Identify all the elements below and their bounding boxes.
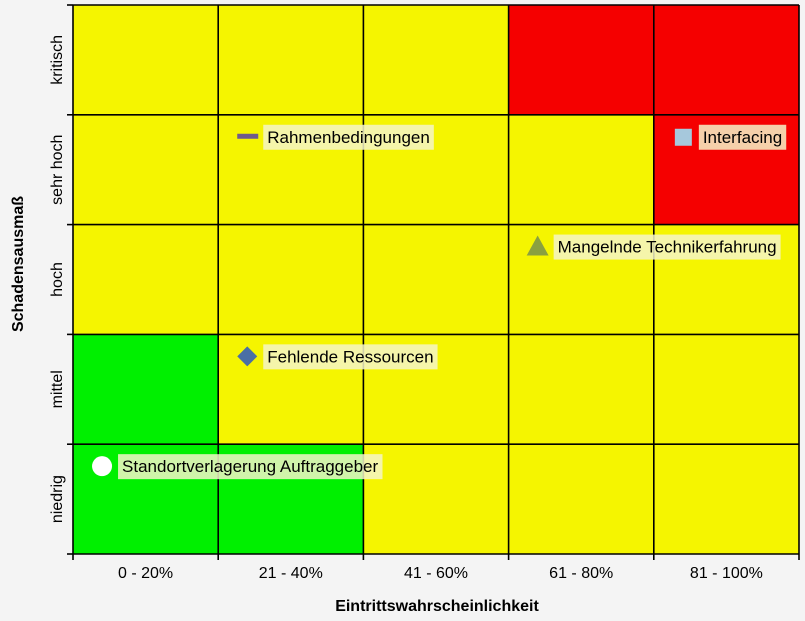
risk-label: Fehlende Ressourcen [267,347,433,366]
risk-label-background [698,124,787,150]
cell-1-0 [73,334,219,445]
cell-0-4 [653,444,799,554]
risk-label: Rahmenbedingungen [267,128,430,147]
y-tick-labels: niedrig mittel hoch sehr hoch kritisch [49,35,66,523]
cell-1-4 [653,334,799,445]
risk-item: Mangelnde Technikerfahrung [526,234,781,260]
y-axis-label: Schadensausmaß [10,196,27,332]
risk-marker-square [674,128,692,146]
x-tick-label: 81 - 100% [690,565,763,582]
risk-label: Interfacing [703,128,782,147]
cell-2-1 [218,224,364,335]
risk-item: Interfacing [674,124,787,150]
risk-label-background [118,454,383,480]
x-tick-label: 41 - 60% [404,565,468,582]
risk-marker-dash [237,133,259,139]
x-tick-label: 0 - 20% [118,565,173,582]
cell-3-3 [508,114,654,225]
cell-4-0 [73,5,219,115]
risk-item: Standortverlagerung Auftraggeber [92,454,383,480]
x-tick-label: 21 - 40% [259,565,323,582]
cell-2-2 [363,224,509,335]
risk-markers: Rahmenbedingungen Interfacing Mangelnde Te… [92,124,787,480]
risk-label: Standortverlagerung Auftraggeber [122,457,378,476]
cell-4-3 [508,5,654,115]
risk-item: Fehlende Ressourcen [237,344,438,370]
x-tick-label: 61 - 80% [549,565,613,582]
risk-label-background [553,234,781,260]
y-tick-label: hoch [49,262,66,297]
y-tick-label: niedrig [49,475,66,523]
risk-marker-circle [92,456,113,477]
cell-4-1 [218,5,364,115]
risk-item: Rahmenbedingungen [237,124,434,150]
x-tick-labels: 0 - 20% 21 - 40% 41 - 60% 61 - 80% 81 - 100% [118,565,763,582]
risk-marker-triangle [526,235,549,256]
cell-1-3 [508,334,654,445]
cell-0-3 [508,444,654,554]
axis-ticks [67,4,800,560]
cell-2-0 [73,224,219,335]
cell-4-2 [363,5,509,115]
risk-label-background [263,124,434,150]
y-tick-label: mittel [49,370,66,408]
cell-4-4 [653,5,799,115]
cell-0-2 [363,444,509,554]
risk-marker-diamond [237,346,258,367]
y-tick-label: sehr hoch [49,135,66,205]
y-tick-label: kritisch [49,35,66,85]
x-axis-label: Eintrittswahrscheinlichkeit [335,598,539,615]
risk-label: Mangelnde Technikerfahrung [558,238,777,257]
cell-3-0 [73,114,219,225]
risk-label-background [263,344,438,370]
